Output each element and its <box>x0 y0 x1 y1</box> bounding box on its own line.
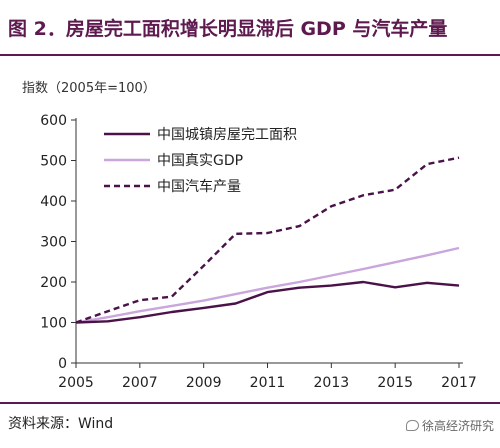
x-tick-label: 2005 <box>58 375 94 391</box>
legend-label: 中国真实GDP <box>157 153 243 169</box>
y-tick-label: 600 <box>40 113 67 129</box>
y-tick-label: 100 <box>40 316 67 332</box>
series-line-2 <box>75 246 460 324</box>
watermark-text: 徐高经济研究 <box>421 419 494 433</box>
legend-label: 中国城镇房屋完工面积 <box>157 127 297 143</box>
series-lines <box>75 156 460 324</box>
source-note: 资料来源：Wind <box>8 416 114 432</box>
x-tick-label: 2007 <box>122 375 158 391</box>
x-tick-label: 2011 <box>250 375 286 391</box>
axes: 0 100 200 300 400 500 600 2005 2007 2009 2011 2013 2… <box>40 113 477 391</box>
legend-label: 中国汽车产量 <box>157 178 241 195</box>
x-tick-label: 2017 <box>441 375 477 391</box>
y-tick-label: 200 <box>40 275 67 291</box>
wechat-icon <box>405 420 419 431</box>
y-axis-label: 指数（2005年=100） <box>22 81 156 96</box>
watermark: 徐高经济研究 <box>405 417 494 434</box>
y-tick-label: 500 <box>40 154 67 170</box>
y-tick-label: 0 <box>58 356 67 372</box>
x-tick-label: 2013 <box>314 375 350 391</box>
title-rule <box>0 54 500 56</box>
y-tick-label: 400 <box>40 194 67 210</box>
series-line-1 <box>75 280 460 324</box>
series-line-3 <box>75 156 460 324</box>
x-tick-label: 2015 <box>377 375 413 391</box>
footer-rule <box>0 402 500 404</box>
y-tick-label: 300 <box>40 235 67 251</box>
x-tick-label: 2009 <box>186 375 222 391</box>
chart-title: 图 2．房屋完工面积增长明显滞后 GDP 与汽车产量 <box>8 18 448 40</box>
